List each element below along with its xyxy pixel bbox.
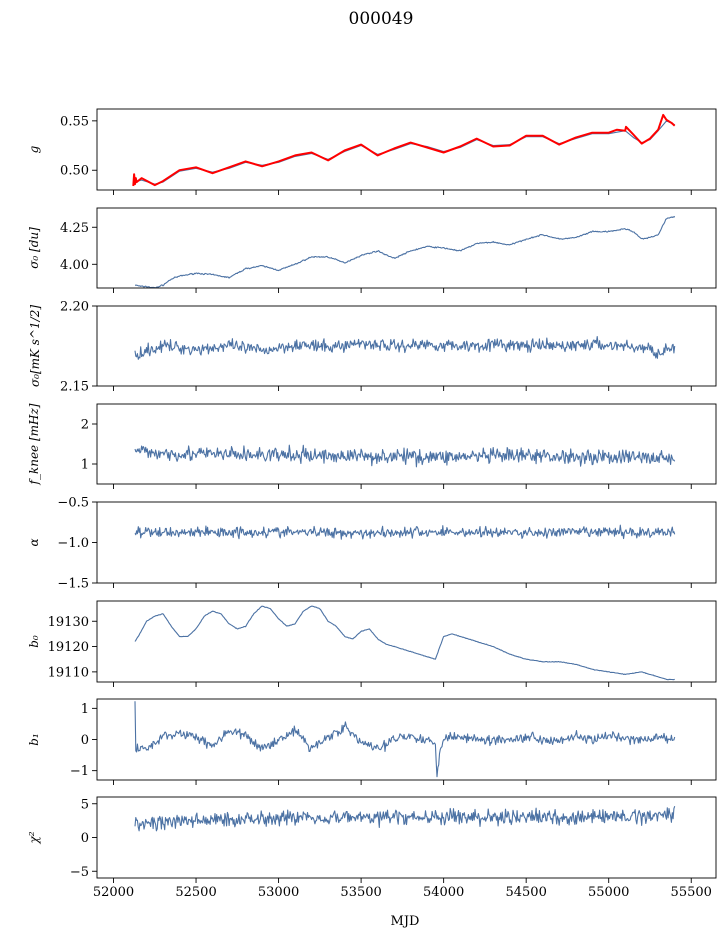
x-tick-label: 55000 xyxy=(588,885,629,900)
x-tick-label: 55500 xyxy=(671,885,712,900)
x-tick-label: 53000 xyxy=(258,885,299,900)
y-tick-label: 4.00 xyxy=(60,258,89,273)
panel-3: 2.15 2.20 σ₀[mK s^1/2] xyxy=(28,300,717,395)
y-tick-label: 5 xyxy=(81,797,89,812)
y-tick-label: 4.25 xyxy=(60,221,89,236)
series-line-6 xyxy=(134,605,675,681)
y-tick-label: −1.0 xyxy=(57,536,89,551)
panel-8: 52000 52500 53000 53500 54000 54500 55000 55500… xyxy=(27,796,717,900)
panel-1: 0.50 0.55 g xyxy=(27,108,717,195)
axes-frame xyxy=(96,305,717,387)
x-tick-label: 52500 xyxy=(175,885,216,900)
axes-frame xyxy=(96,796,717,879)
y-tick-label: 1 xyxy=(81,702,89,717)
y-tick-label: 19120 xyxy=(48,640,89,655)
series-line-8 xyxy=(134,806,676,832)
axes-frame xyxy=(96,600,717,683)
x-axis-label: MJD xyxy=(391,914,420,929)
y-axis-label: b₀ xyxy=(27,635,41,648)
y-tick-label: 2.20 xyxy=(60,300,89,315)
panel-2: 4.00 4.25 σ₀ [du] xyxy=(27,207,717,293)
axes-frame xyxy=(96,207,717,289)
y-axis-label: χ² xyxy=(27,831,41,844)
panel-6: 19110 19120 19130 b₀ xyxy=(27,600,717,687)
panel-5: −1.5 −1.0 −0.5 α xyxy=(27,496,717,592)
axes-frame xyxy=(96,108,717,191)
y-tick-label: −0.5 xyxy=(57,496,89,511)
panels: 0.50 0.55 g 4.00 4.25 σ₀ [du] 2.15 2.20 σ₀[mK s^… xyxy=(27,108,717,900)
panel-4: 1 2 f_knee [mHz] xyxy=(27,403,717,489)
x-tick-label: 53500 xyxy=(340,885,381,900)
axes-frame xyxy=(96,403,717,485)
y-tick-label: −1 xyxy=(70,764,89,779)
axes-frame xyxy=(96,501,717,584)
y-tick-label: 1 xyxy=(81,458,89,473)
y-tick-label: 19110 xyxy=(48,665,89,680)
y-tick-label: 19130 xyxy=(48,615,89,630)
y-axis-label: σ₀ [du] xyxy=(27,227,41,269)
y-tick-label: 0.55 xyxy=(60,114,89,129)
y-axis-label: α xyxy=(27,538,41,546)
series-line-2 xyxy=(135,215,676,288)
y-tick-label: 0 xyxy=(81,831,89,846)
x-tick-label: 54500 xyxy=(505,885,546,900)
y-tick-label: 2.15 xyxy=(60,380,89,395)
y-tick-label: 0.50 xyxy=(60,164,89,179)
series-line-overlay-1 xyxy=(132,113,676,187)
series-line-1 xyxy=(133,120,675,185)
y-axis-label: b₁ xyxy=(27,733,41,746)
y-axis-label: f_knee [mHz] xyxy=(27,403,41,485)
panel-7: −1 0 1 b₁ xyxy=(27,698,717,785)
figure-title: 000049 xyxy=(349,9,414,29)
x-tick-label: 54000 xyxy=(423,885,464,900)
series-line-7 xyxy=(134,701,676,778)
y-tick-label: 2 xyxy=(81,418,89,433)
series-line-3 xyxy=(134,336,676,360)
y-axis-label: g xyxy=(27,145,41,153)
y-tick-label: −1.5 xyxy=(57,577,89,592)
x-tick-label: 52000 xyxy=(93,885,134,900)
y-tick-label: 0 xyxy=(81,733,89,748)
series-line-5 xyxy=(134,524,676,540)
series-line-4 xyxy=(134,444,676,468)
y-axis-label: σ₀[mK s^1/2] xyxy=(28,305,42,387)
y-tick-label: −5 xyxy=(70,865,89,880)
